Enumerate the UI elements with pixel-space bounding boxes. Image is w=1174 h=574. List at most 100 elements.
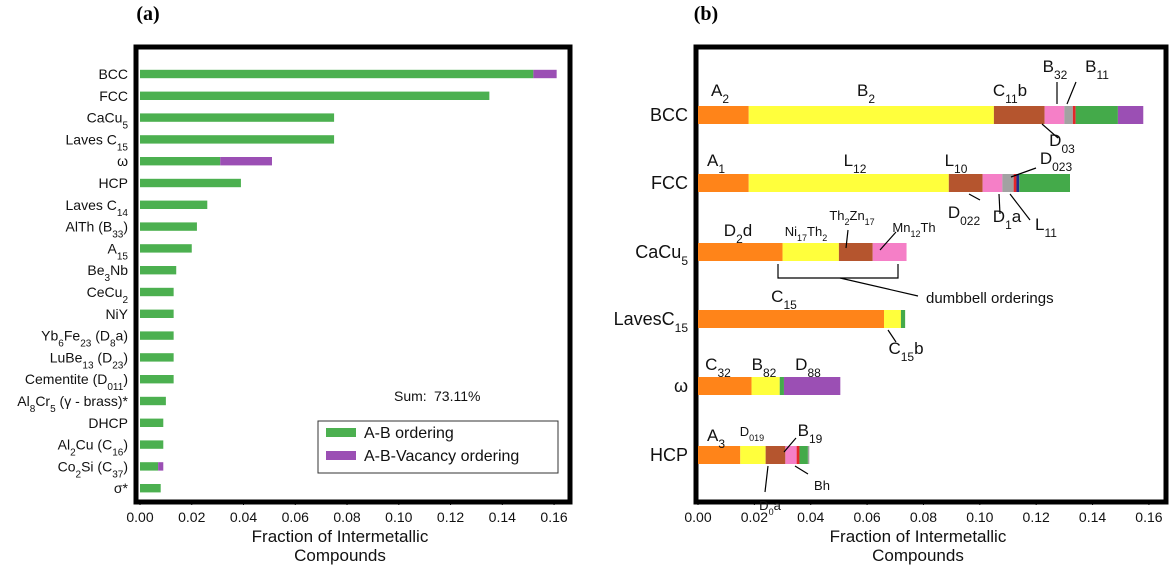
bar-cacu5-ni17th2 (782, 243, 839, 261)
category-label-b-item: ω (674, 376, 688, 396)
category-label-yb6fe23-d8a: Yb6Fe23 (D8a) (41, 328, 128, 350)
segment-label-cacu5-th2zn17: Th2Zn17 (829, 208, 874, 227)
segment-label-hcp-a3: A3 (707, 426, 725, 451)
bar-cecu2-a-b-ordering (140, 287, 174, 297)
segment-label-item-c32: C32 (705, 355, 731, 380)
category-label-b-fcc: FCC (651, 173, 688, 193)
panel-b-bars (698, 106, 1144, 464)
panel-b-label: (b) (694, 3, 718, 25)
bar-item-b82 (751, 377, 780, 395)
bar-bcc-a-b-ordering (140, 69, 534, 79)
bar-cacu5-th2zn17 (838, 243, 873, 261)
x-tick-label-a: 0.10 (385, 509, 412, 525)
segment-label-fcc-a1: A1 (707, 151, 725, 176)
legend-box (317, 420, 559, 474)
category-label-lube13-d23: LuBe13 (D23) (50, 349, 128, 371)
arrow-c15b (887, 329, 897, 343)
category-label-co2si-c37: Co2Si (C37) (58, 458, 128, 480)
arrow-th2zn17 (845, 229, 849, 249)
category-label-be3nb: Be3Nb (87, 262, 128, 284)
bar-yb6fe23-d8a-a-b-ordering (140, 331, 174, 340)
segment-label-hcp-d0a: D0a (759, 498, 781, 517)
bar-laves-c14-a-b-ordering (140, 200, 208, 209)
bar-co2si-c37-a-b-vacancy-ordering (158, 462, 164, 471)
bar-lavesc15-other (900, 310, 906, 328)
bar-cacu5-d2d (698, 243, 783, 261)
segment-label-fcc-l10: L10 (945, 151, 968, 176)
panel-b-categories: BCC FCC CaCu5 LavesC15 ω HCP (614, 105, 689, 465)
bar-item-a-b-ordering (140, 484, 161, 493)
category-label-a15: A15 (108, 240, 129, 262)
legend-swatch-abv (326, 451, 356, 460)
segment-label-bcc-a2: A2 (711, 81, 729, 106)
arrow-d0a (764, 465, 769, 493)
legend-swatch-ab (326, 428, 356, 437)
bar-lavesc15-c15 (698, 310, 884, 328)
bar-item-a-b-ordering (140, 157, 221, 166)
arrow-mn12th (879, 231, 897, 251)
x-tick-label-a: 0.06 (282, 509, 309, 525)
bar-fcc-a1 (698, 174, 749, 192)
category-label-bcc: BCC (98, 66, 128, 82)
panel-a-x-ticks: 0.00 0.02 0.04 0.06 0.08 0.10 0.12 0.14 0.16 (126, 500, 568, 525)
arrow-bh (794, 465, 809, 475)
segment-label-hcp-bh: Bh (814, 478, 830, 493)
bar-fcc-d023 (1013, 174, 1017, 192)
segment-label-fcc-l11: L11 (1035, 215, 1057, 240)
segment-label-item-d88: D88 (795, 355, 821, 380)
bar-item-other (779, 377, 784, 395)
segment-label-lavesc15-c15: C15 (771, 287, 797, 312)
bar-hcp-a-b-ordering (140, 178, 241, 188)
panel-a-bars (140, 69, 557, 493)
panel-a-xlabel: Fraction of Intermetallic Compounds (252, 527, 429, 565)
x-tick-label-b: 0.08 (910, 509, 937, 525)
segment-label-fcc-d1a: D1a (993, 207, 1022, 232)
bar-be3nb-a-b-ordering (140, 266, 177, 275)
segment-label-cacu5-d2d: D2d (724, 221, 752, 246)
category-label-b-cacu5: CaCu5 (635, 242, 688, 268)
category-label-b-hcp: HCP (650, 445, 688, 465)
bar-fcc-d1a (1002, 174, 1014, 192)
bar-item-d88 (783, 377, 841, 395)
segment-label-bcc-b32: B32 (1043, 57, 1068, 82)
bar-hcp-bh (796, 446, 800, 464)
bar-bcc-b2 (748, 106, 994, 124)
bar-lube13-d23-a-b-ordering (140, 353, 174, 362)
bar-bcc-a2 (698, 106, 749, 124)
panel-b-annotations (764, 81, 1077, 493)
sum-value: 73.11% (434, 388, 480, 404)
category-label-cecu2: CeCu2 (87, 284, 129, 306)
bar-cacu5-mn12th (872, 243, 907, 261)
bracket-leader (839, 277, 919, 297)
x-tick-label-b: 0.14 (1079, 509, 1106, 525)
x-tick-label-a: 0.14 (489, 509, 516, 525)
bar-alth-b33-a-b-ordering (140, 222, 197, 231)
panel-a-frame (133, 44, 573, 505)
bar-item-c32 (698, 377, 752, 395)
bar-fcc-other (1019, 174, 1070, 192)
x-tick-label-b: 0.02 (741, 509, 768, 525)
arrow-l11 (1009, 193, 1031, 221)
bar-al2cu-c16-a-b-ordering (140, 440, 164, 449)
category-label-laves-c14: Laves C14 (66, 197, 129, 219)
segment-label-cacu5-ni17th2: Ni17Th2 (785, 224, 827, 243)
bar-cementite-d011-a-b-ordering (140, 375, 174, 384)
bar-bcc-other-2 (1117, 106, 1144, 124)
sum-label: Sum: (394, 388, 427, 404)
bar-bcc-b11 (1072, 106, 1076, 124)
bar-hcp-d0a (765, 446, 786, 464)
segment-label-fcc-l12: L12 (844, 151, 867, 176)
segment-label-bcc-b11: B11 (1085, 57, 1109, 82)
bar-item-a-b-vacancy-ordering (220, 157, 272, 166)
bar-hcp-a3 (698, 446, 741, 464)
category-label-dhcp: DHCP (88, 415, 128, 431)
bar-lavesc15-c15b (884, 310, 901, 328)
panel-b-xlabel: Fraction of Intermetallic Compounds (830, 527, 1007, 565)
x-tick-label-a: 0.16 (540, 509, 567, 525)
bar-fcc-a-b-ordering (140, 91, 490, 100)
bar-niy-a-b-ordering (140, 309, 174, 318)
bar-al8cr5-brass-a-b-ordering (140, 396, 166, 406)
category-label-cementite-d011: Cementite (D011) (25, 371, 128, 393)
x-tick-label-b: 0.04 (797, 509, 824, 525)
segment-label-cacu5-mn12th: Mn12Th (892, 220, 935, 239)
